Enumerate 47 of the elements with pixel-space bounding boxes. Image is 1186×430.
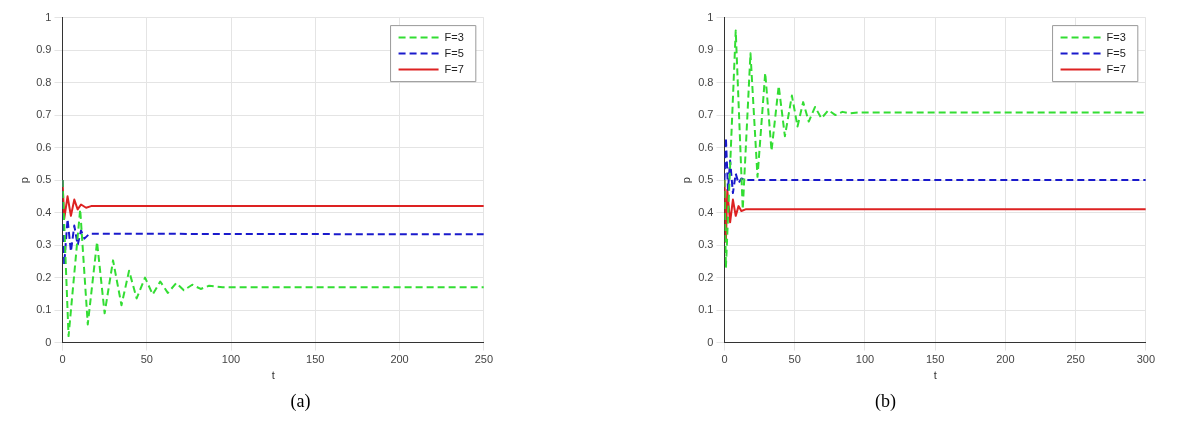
y-tick-label: 0 xyxy=(707,335,714,348)
x-tick-label: 50 xyxy=(788,353,801,366)
y-tick-label: 0.8 xyxy=(36,75,52,88)
y-tick-label: 0.7 xyxy=(36,108,52,121)
legend-label: F=3 xyxy=(444,30,464,43)
y-tick-label: 0 xyxy=(45,335,52,348)
y-tick-label: 1 xyxy=(707,10,714,23)
y-axis-title: p xyxy=(17,177,30,184)
y-tick-label: 0.9 xyxy=(36,43,52,56)
x-axis-title: t xyxy=(271,369,275,382)
text: (a) xyxy=(289,391,312,412)
y-tick-label: 0.6 xyxy=(698,140,714,153)
x-tick-label: 0 xyxy=(59,353,66,366)
x-tick-label: 100 xyxy=(221,353,241,366)
y-tick-label: 0.5 xyxy=(36,173,52,186)
legend-label: F=7 xyxy=(444,62,464,75)
legend-label: F=7 xyxy=(1106,62,1126,75)
y-tick-label: 0.6 xyxy=(36,140,52,153)
x-tick-label: 150 xyxy=(306,353,325,366)
x-tick-label: 250 xyxy=(1066,353,1085,366)
x-tick-label: 0 xyxy=(721,353,728,366)
y-tick-label: 1 xyxy=(45,10,52,23)
y-tick-label: 0.7 xyxy=(698,108,714,121)
y-tick-label: 0.9 xyxy=(698,43,714,56)
y-tick-label: 0.4 xyxy=(36,205,52,218)
y-tick-label: 0.3 xyxy=(698,238,714,251)
y-tick-label: 0.1 xyxy=(698,303,714,316)
x-tick-label: 50 xyxy=(140,353,153,366)
x-tick-label: 200 xyxy=(390,353,409,366)
x-tick-label: 250 xyxy=(474,353,493,366)
y-tick-label: 0.2 xyxy=(698,270,714,283)
y-tick-label: 0.3 xyxy=(36,238,52,251)
x-tick-label: 300 xyxy=(1136,353,1155,366)
legend-label: F=5 xyxy=(1106,46,1126,59)
y-axis-title: p xyxy=(679,177,692,184)
x-tick-label: 150 xyxy=(925,353,945,366)
y-tick-label: 0.8 xyxy=(698,75,714,88)
x-tick-label: 100 xyxy=(855,353,875,366)
x-tick-label: 200 xyxy=(996,353,1015,366)
x-axis-title: t xyxy=(933,369,937,382)
legend-label: F=3 xyxy=(1106,30,1126,43)
y-tick-label: 0.2 xyxy=(36,270,52,283)
y-tick-label: 0.1 xyxy=(36,303,52,316)
y-tick-label: 0.5 xyxy=(698,173,714,186)
legend-label: F=5 xyxy=(444,46,464,59)
text: (b) xyxy=(874,391,897,412)
y-tick-label: 0.4 xyxy=(698,205,714,218)
